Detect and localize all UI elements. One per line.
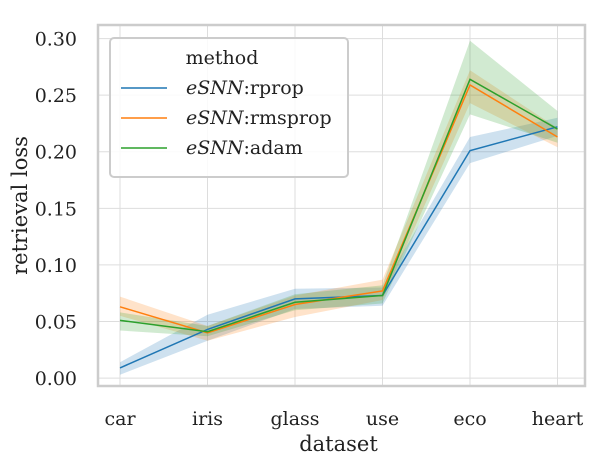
legend-box xyxy=(109,37,349,178)
series-line-1 xyxy=(119,83,558,334)
y-tick-label: 0.20 xyxy=(35,142,77,164)
y-tick-label: 0.05 xyxy=(35,311,77,333)
legend-entry-label: eSNN:adam xyxy=(186,137,303,159)
x-tick-label: iris xyxy=(192,408,223,430)
legend-entry-italic: eSNN xyxy=(186,107,245,129)
x-axis-label: dataset xyxy=(299,432,378,456)
y-tick-label: 0.15 xyxy=(35,198,77,220)
legend-entry-label: eSNN:rmsprop xyxy=(186,107,332,129)
x-tick-label: glass xyxy=(270,408,319,430)
x-tick-labels: car iris glass use eco heart xyxy=(104,408,583,430)
y-axis-label: retrieval loss xyxy=(8,136,32,275)
y-tick-label: 0.25 xyxy=(35,85,77,107)
legend-entry-italic: eSNN xyxy=(186,137,245,159)
x-tick-label: heart xyxy=(532,408,584,430)
legend-entry-label: eSNN:rprop xyxy=(186,77,304,99)
confidence-band-0 xyxy=(120,117,558,375)
y-tick-labels: 0.00 0.05 0.10 0.15 0.20 0.25 0.30 xyxy=(35,29,77,390)
y-tick-label: 0.10 xyxy=(35,255,77,277)
legend-entry-suffix: :rmsprop xyxy=(244,107,332,129)
series-lines xyxy=(119,78,558,369)
y-tick-label: 0.00 xyxy=(35,368,77,390)
x-tick-label: eco xyxy=(453,408,486,430)
plot-frame xyxy=(96,23,587,388)
x-tick-label: use xyxy=(366,408,399,430)
series-line-2 xyxy=(119,78,558,333)
confidence-band-2 xyxy=(120,40,558,337)
legend-entry-suffix: :rprop xyxy=(244,77,304,99)
legend-entry-italic: eSNN xyxy=(186,77,245,99)
legend-entry-suffix: :adam xyxy=(244,137,303,159)
x-tick-label: car xyxy=(104,408,136,430)
legend-title: method xyxy=(186,47,259,69)
y-tick-label: 0.30 xyxy=(35,29,77,51)
